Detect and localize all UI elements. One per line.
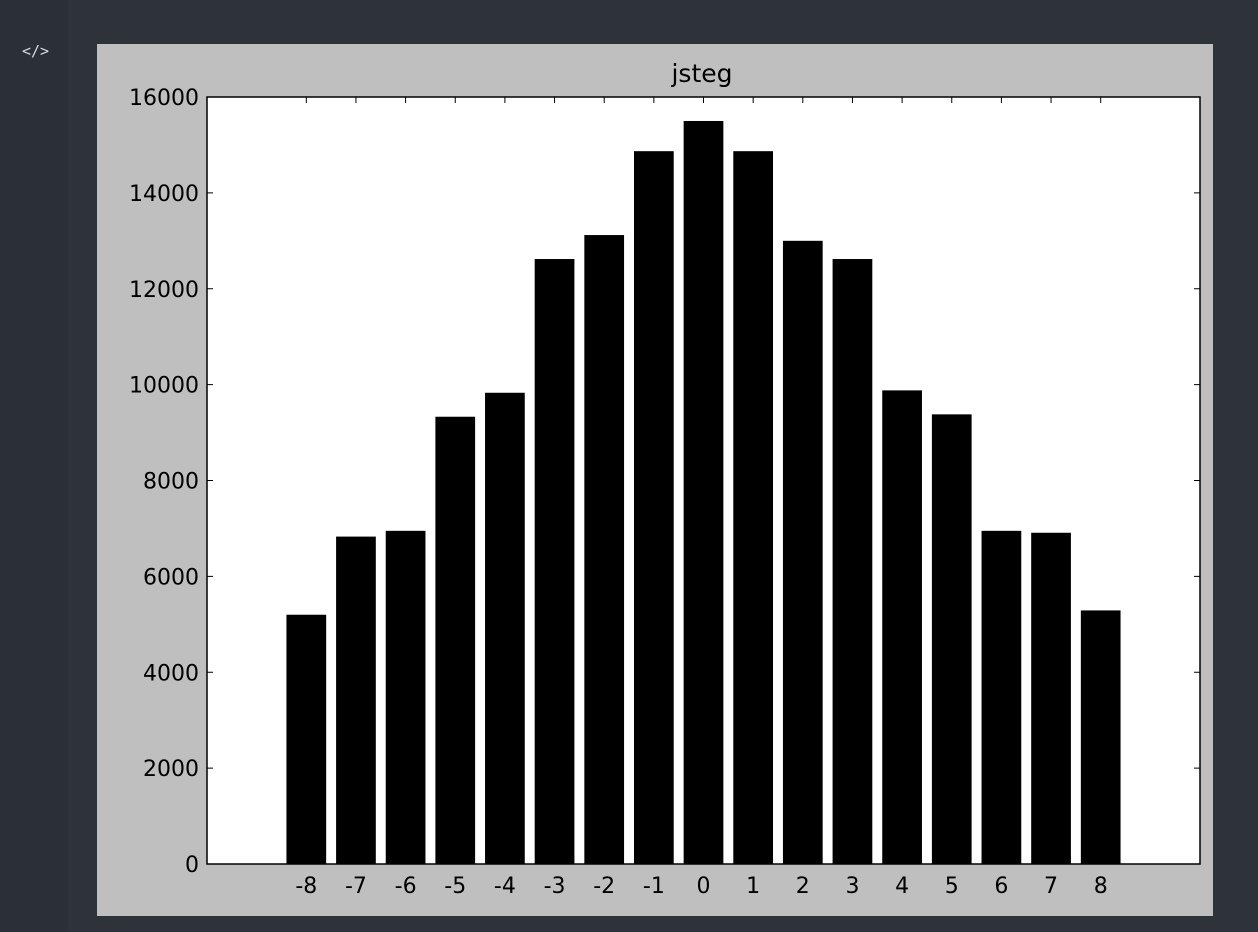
bar--2 [584, 235, 625, 864]
bar-5 [931, 414, 972, 864]
bar-6 [981, 530, 1022, 864]
bar--5 [435, 416, 476, 864]
y-tick-label: 4000 [143, 661, 199, 686]
editor-gutter: </> [0, 0, 68, 932]
y-tick-label: 0 [185, 853, 199, 878]
y-tick-label: 6000 [143, 565, 199, 590]
x-axis-tick-labels: -8 -7 -6 -5 -4 -3 -2 -1 0 1 2 3 4 5 6 7 8 [295, 874, 1107, 899]
bar--7 [336, 536, 376, 864]
y-tick-label: 12000 [129, 278, 199, 303]
code-icon[interactable]: </> [22, 42, 50, 60]
chart-figure: jsteg 0 2000 4000 6000 8000 10000 12000 14000 16… [97, 44, 1213, 916]
plot-frame [206, 96, 1201, 865]
x-tick-label: 3 [845, 874, 859, 899]
y-tick-label: 2000 [143, 757, 199, 782]
y-tick-label: 16000 [129, 86, 199, 111]
bar-1 [733, 151, 774, 865]
bar--4 [485, 392, 525, 864]
bar-chart: jsteg 0200040006000800010000120001400016… [129, 59, 1201, 899]
bar-series [286, 120, 1121, 865]
bar-0 [683, 120, 724, 865]
y-axis-tick-labels: 0 2000 4000 6000 8000 10000 12000 14000 16000 [129, 86, 199, 878]
bar-7 [1031, 532, 1071, 864]
bar-4 [882, 390, 922, 864]
y-tick-label: 10000 [129, 374, 199, 399]
x-tick-label: -6 [395, 874, 417, 899]
x-tick-label: 2 [796, 874, 810, 899]
chart-title: jsteg [670, 59, 732, 88]
x-tick-label: -7 [345, 874, 367, 899]
x-tick-label: 7 [1044, 874, 1058, 899]
bar-3 [832, 259, 873, 864]
bar--3 [534, 259, 575, 864]
x-tick-label: 0 [697, 874, 711, 899]
x-tick-label: -4 [494, 874, 516, 899]
x-tick-label: 1 [746, 874, 760, 899]
x-tick-label: 6 [994, 874, 1008, 899]
x-tick-label: -8 [295, 874, 317, 899]
bar--6 [385, 530, 426, 864]
x-tick-label: 8 [1094, 874, 1108, 899]
bar-8 [1080, 610, 1121, 864]
y-tick-label: 14000 [129, 182, 199, 207]
axis-ticks [207, 96, 1200, 865]
y-tick-label: 8000 [143, 470, 199, 495]
bar--1 [633, 151, 674, 865]
x-tick-label: -5 [444, 874, 466, 899]
bar--8 [286, 614, 327, 864]
x-tick-label: -3 [544, 874, 566, 899]
x-tick-label: 4 [895, 874, 909, 899]
bar-2 [782, 240, 823, 864]
x-tick-label: -2 [593, 874, 615, 899]
x-tick-label: -1 [643, 874, 665, 899]
x-tick-label: 5 [945, 874, 959, 899]
